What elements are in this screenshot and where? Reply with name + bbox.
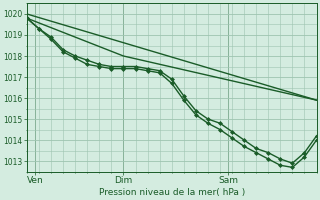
X-axis label: Pression niveau de la mer( hPa ): Pression niveau de la mer( hPa ) [99, 188, 245, 197]
